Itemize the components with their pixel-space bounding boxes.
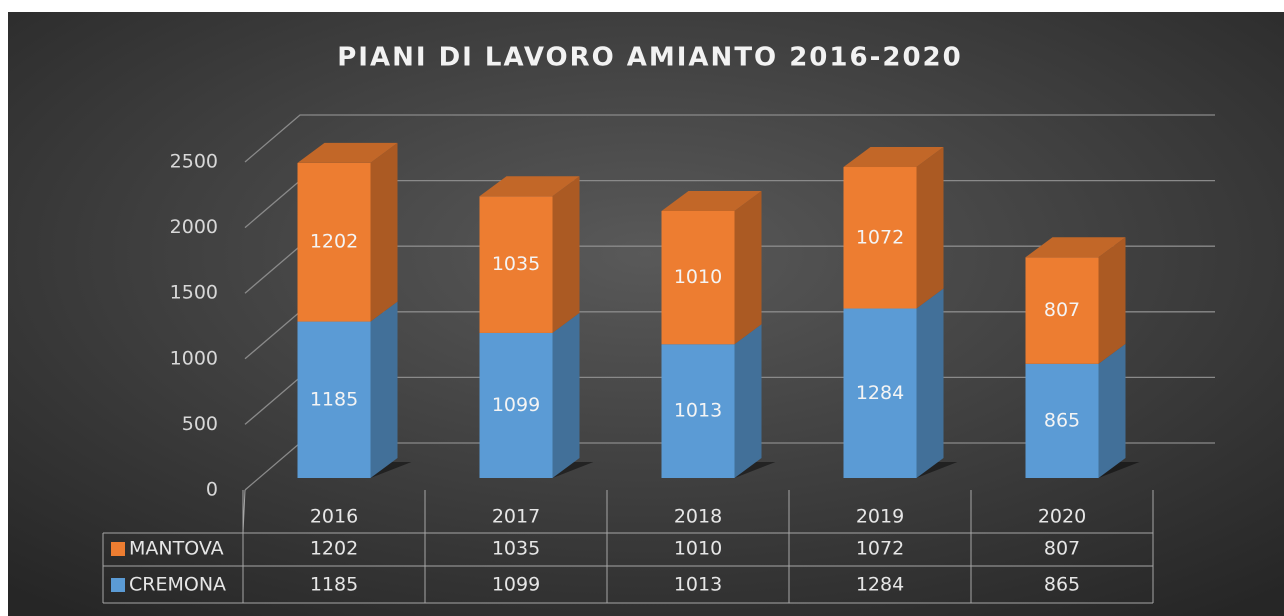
x-tick-label: 2016: [310, 506, 358, 528]
data-label: 1013: [674, 400, 722, 422]
bar-side: [916, 147, 944, 309]
y-tick-label: 1500: [170, 282, 218, 304]
bar-side: [370, 142, 398, 322]
bar: [843, 167, 917, 309]
table-cell: 1185: [310, 574, 358, 596]
table-cell: 1013: [674, 574, 722, 596]
data-label: 1010: [674, 266, 722, 288]
data-label: 1185: [310, 388, 358, 410]
table-cell: 1010: [674, 538, 722, 560]
bar: [843, 308, 917, 478]
legend-label: MANTOVA: [129, 538, 224, 560]
y-tick-label: 2000: [170, 216, 218, 238]
x-tick-label: 2019: [856, 506, 904, 528]
bar: [297, 162, 371, 322]
data-label: 1099: [492, 394, 540, 416]
y-tick-label: 500: [182, 413, 218, 435]
bar-side: [734, 190, 762, 345]
bar-side: [552, 312, 580, 478]
grid-line: [244, 114, 1215, 163]
table-cell: 1099: [492, 574, 540, 596]
chart-title: PIANI DI LAVORO AMIANTO 2016-2020: [337, 43, 962, 73]
bar-top: [479, 176, 580, 197]
legend-key: [111, 578, 125, 592]
bar: [479, 332, 553, 478]
data-label: 1035: [492, 253, 540, 275]
bar-side: [916, 288, 944, 478]
bar-side: [552, 176, 580, 333]
x-tick-label: 2020: [1038, 506, 1086, 528]
bar: [661, 210, 735, 345]
y-tick-label: 2500: [170, 151, 218, 173]
bar-top: [843, 147, 944, 168]
x-tick-label: 2018: [674, 506, 722, 528]
table-cell: 865: [1044, 574, 1080, 596]
bar: [1025, 363, 1099, 478]
legend-label: CREMONA: [129, 574, 226, 596]
bar-top: [297, 142, 398, 163]
bar: [1025, 257, 1099, 364]
data-label: 865: [1044, 409, 1080, 431]
legend-key: [111, 542, 125, 556]
table-cell: 1202: [310, 538, 358, 560]
x-tick-label: 2017: [492, 506, 540, 528]
y-tick-label: 1000: [170, 347, 218, 369]
data-label: 807: [1044, 299, 1080, 321]
table-cell: 1035: [492, 538, 540, 560]
table-cell: 1284: [856, 574, 904, 596]
data-label: 1202: [310, 231, 358, 253]
table-cell: 807: [1044, 538, 1080, 560]
bar-side: [370, 301, 398, 478]
bar-side: [1098, 237, 1126, 364]
data-label: 1284: [856, 382, 904, 404]
data-label: 1072: [856, 226, 904, 248]
bar: [661, 344, 735, 478]
bar-top: [1025, 237, 1126, 258]
bar: [297, 321, 371, 478]
y-tick-label: 0: [206, 479, 218, 501]
bar: [479, 196, 553, 333]
bar-side: [1098, 343, 1126, 478]
bar-side: [734, 324, 762, 478]
bar-top: [661, 190, 762, 211]
table-cell: 1072: [856, 538, 904, 560]
